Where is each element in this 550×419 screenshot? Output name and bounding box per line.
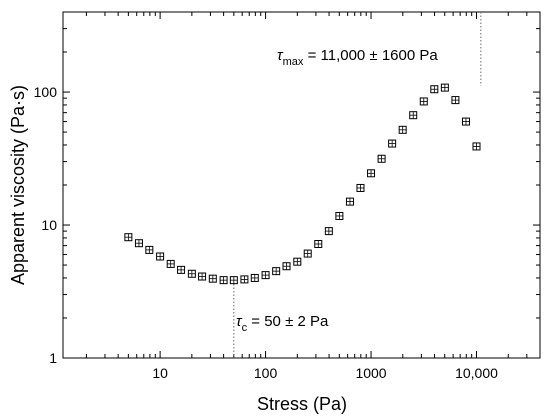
annotation-tau-max: τmax = 11,000 ± 1600 Pa [277,47,438,68]
data-point [367,169,376,178]
data-point [166,259,175,268]
data-point [198,272,207,281]
data-point [156,252,165,261]
y-tick-label: 10 [41,217,57,233]
annotation-tau-max-sub: max [283,56,304,68]
data-point [250,273,259,282]
data-point [430,85,439,94]
y-tick-label: 100 [34,84,58,100]
data-point [440,83,449,92]
x-tick-label: 10 [152,365,168,381]
annotation-tau-max-text: = 11,000 ± 1600 Pa [303,47,438,64]
annotation-tau-c-sub: c [242,322,248,334]
x-tick-label: 100 [254,365,278,381]
data-point [293,257,302,266]
axis-ticks: 10 100 1000 10,000 1 10 100 [34,11,541,381]
data-point [124,233,133,242]
data-point [335,211,344,220]
data-point [314,239,323,248]
data-point [272,267,281,276]
data-point [451,96,460,105]
data-point [356,183,365,192]
data-point [388,139,397,148]
data-point [409,111,418,120]
data-point [177,265,186,274]
data-point [229,276,238,285]
data-points [124,83,481,285]
data-point [145,245,154,254]
data-point [345,197,354,206]
y-axis-title: Apparent viscosity (Pa·s) [8,85,28,285]
data-point [187,269,196,278]
data-point [303,249,312,258]
annotation-tau-c: τc = 50 ± 2 Pa [236,313,329,334]
x-axis-title: Stress (Pa) [257,394,347,414]
x-tick-label: 10,000 [455,365,498,381]
data-point [324,227,333,236]
data-point [419,97,428,106]
annotation-tau-max-symbol: τ [277,47,284,64]
data-point [461,117,470,126]
data-point [208,274,217,283]
data-point [219,276,228,285]
data-point [472,142,481,151]
data-point [398,125,407,134]
data-point [261,271,270,280]
data-point [377,154,386,163]
x-tick-label: 1000 [355,365,386,381]
y-tick-label: 1 [49,350,57,366]
data-point [282,262,291,271]
annotation-tau-c-symbol: τ [236,313,243,330]
annotation-tau-c-text: = 50 ± 2 Pa [247,313,329,330]
data-point [134,239,143,248]
data-point [240,275,249,284]
